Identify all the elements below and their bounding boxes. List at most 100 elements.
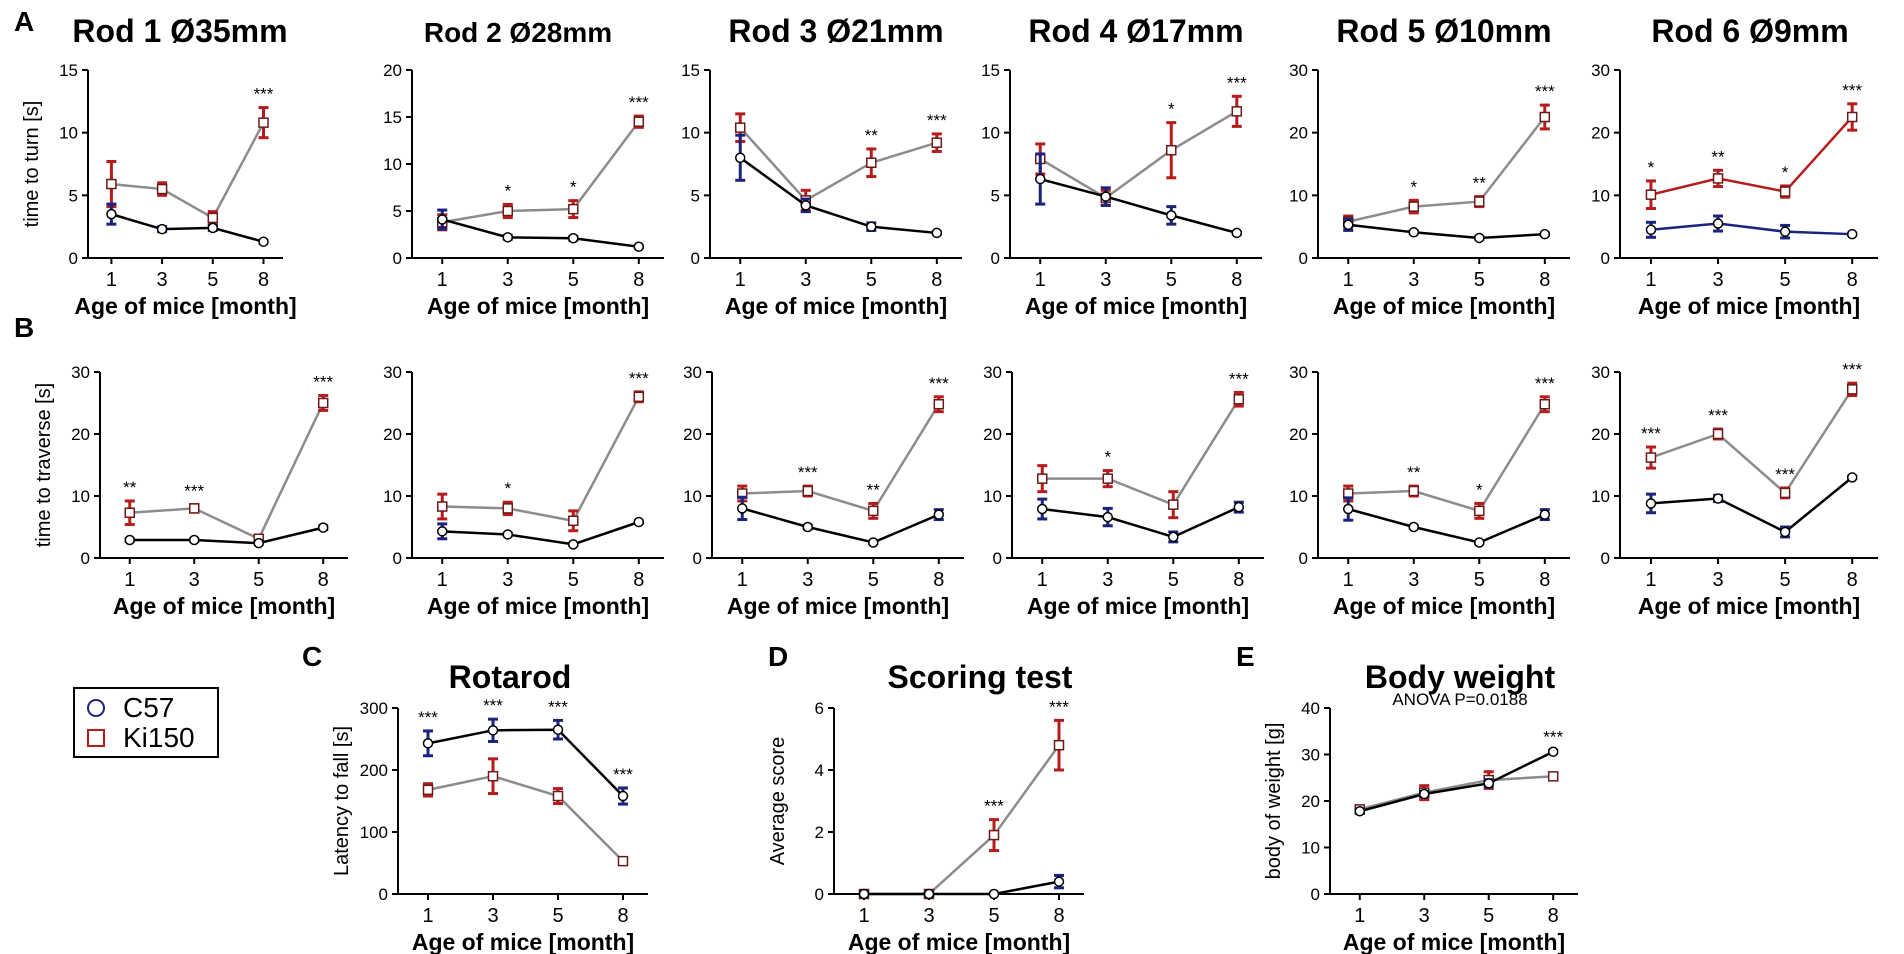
y-tick-label: 20 — [383, 425, 402, 444]
data-point-c57 — [802, 521, 814, 533]
data-point-c57 — [552, 724, 564, 735]
y-tick-label: 10 — [59, 124, 78, 143]
series-line-c57 — [741, 507, 940, 544]
chart-title: Rod 6 Ø9mm — [1651, 13, 1848, 49]
x-axis-label: Age of mice [month] — [1343, 929, 1565, 954]
chart-title: Rod 1 Ø35mm — [72, 13, 287, 49]
panel-letter-e: E — [1236, 641, 1255, 672]
y-tick-label: 10 — [383, 487, 402, 506]
significance-label: *** — [1227, 73, 1247, 92]
y-tick-label: 20 — [1301, 792, 1320, 811]
series-line-ki150 — [864, 744, 1061, 896]
data-point-ki150 — [868, 505, 879, 517]
data-point-ki150 — [1231, 106, 1243, 117]
data-point-ki150 — [1712, 173, 1724, 184]
data-point-c57 — [1712, 493, 1724, 504]
data-point-c57 — [487, 725, 499, 736]
series-line-c57 — [1359, 750, 1554, 813]
significance-label: *** — [1229, 369, 1249, 388]
significance-label: *** — [254, 85, 274, 104]
significance-label: * — [1476, 480, 1483, 499]
y-axis-label: body of weight [g] — [1263, 723, 1285, 880]
series-line-c57 — [427, 728, 624, 797]
data-point-c57 — [800, 200, 812, 211]
chart-title: Body weight — [1365, 659, 1556, 695]
data-point-c57 — [207, 222, 219, 234]
data-point-ki150 — [1408, 201, 1420, 212]
y-tick-label: 10 — [383, 155, 402, 174]
data-point-ki150 — [422, 784, 434, 796]
data-point-c57 — [124, 534, 136, 546]
data-point-ki150 — [317, 397, 329, 409]
x-axis-label: Age of mice [month] — [1027, 593, 1249, 619]
data-point-c57 — [1483, 778, 1494, 789]
data-point-ki150 — [1233, 394, 1245, 405]
x-tick-label: 5 — [1780, 569, 1791, 591]
y-tick-label: 5 — [393, 202, 402, 221]
x-tick-label: 1 — [437, 569, 448, 591]
data-point-ki150 — [1408, 485, 1420, 497]
data-point-ki150 — [1547, 771, 1559, 782]
x-tick-label: 5 — [253, 569, 264, 591]
y-tick-label: 30 — [1591, 363, 1610, 382]
x-tick-label: 8 — [1053, 905, 1064, 927]
x-tick-label: 5 — [207, 269, 218, 291]
x-tick-label: 3 — [487, 905, 498, 927]
x-axis-label: Age of mice [month] — [725, 293, 947, 319]
data-point-c57 — [568, 539, 579, 550]
data-point-ki150 — [502, 503, 514, 514]
x-axis-label: Age of mice [month] — [1638, 593, 1860, 619]
significance-label: * — [504, 479, 511, 498]
series-line-c57 — [864, 880, 1060, 896]
series-line-c57 — [1348, 223, 1545, 240]
data-point-ki150 — [1166, 144, 1177, 156]
series-line-c57 — [129, 526, 324, 545]
data-point-c57 — [502, 232, 514, 243]
series-line-ki150 — [129, 402, 325, 541]
y-tick-label: 10 — [71, 487, 90, 506]
data-point-c57 — [1168, 531, 1179, 543]
x-tick-label: 1 — [1645, 569, 1656, 591]
y-tick-label: 30 — [71, 363, 90, 382]
data-point-ki150 — [1053, 739, 1065, 751]
y-axis-label: Average score — [767, 737, 789, 866]
series-line-ki150 — [427, 774, 624, 863]
data-point-ki150 — [552, 790, 564, 802]
data-point-c57 — [633, 241, 645, 252]
significance-label: *** — [629, 369, 649, 388]
y-tick-label: 10 — [1591, 487, 1610, 506]
data-point-c57 — [436, 214, 448, 225]
data-point-ki150 — [931, 137, 943, 148]
data-point-ki150 — [1645, 189, 1657, 200]
data-point-ki150 — [1474, 505, 1485, 517]
significance-label: *** — [927, 111, 947, 130]
data-point-c57 — [1645, 498, 1657, 509]
y-tick-label: 0 — [993, 549, 1002, 568]
data-point-ki150 — [633, 116, 645, 127]
y-tick-label: 5 — [69, 186, 78, 205]
x-axis-label: Age of mice [month] — [727, 593, 949, 619]
data-point-ki150 — [1779, 186, 1791, 197]
significance-label: *** — [1842, 81, 1862, 100]
chart-title: Rod 2 Ø28mm — [424, 17, 612, 48]
x-tick-label: 8 — [1539, 569, 1550, 591]
y-tick-label: 2 — [815, 823, 824, 842]
x-tick-label: 3 — [502, 269, 513, 291]
y-tick-label: 0 — [379, 885, 388, 904]
y-tick-label: 30 — [983, 363, 1002, 382]
y-tick-label: 10 — [681, 124, 700, 143]
x-tick-label: 8 — [1539, 269, 1550, 291]
significance-label: ** — [1711, 147, 1725, 166]
y-tick-label: 100 — [360, 823, 388, 842]
x-axis-label: Age of mice [month] — [1333, 593, 1555, 619]
data-point-c57 — [1354, 805, 1366, 817]
square-marker-icon — [87, 729, 105, 747]
x-tick-label: 3 — [1102, 569, 1113, 591]
significance-label: * — [1410, 177, 1417, 196]
data-point-ki150 — [1712, 428, 1724, 440]
series-line-ki150 — [442, 120, 640, 224]
